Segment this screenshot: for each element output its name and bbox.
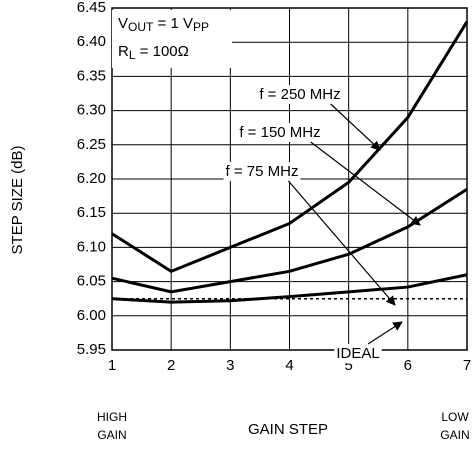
arrow bbox=[310, 141, 421, 226]
series-label: f = 75 MHz bbox=[226, 163, 299, 180]
series-label: f = 150 MHz bbox=[239, 124, 320, 141]
x-note: HIGH bbox=[97, 410, 127, 424]
series-line bbox=[111, 187, 468, 294]
y-axis-label: STEP SIZE (dB) bbox=[9, 146, 26, 255]
y-tick-label: 6.45 bbox=[77, 0, 106, 16]
condition: VOUT = 1 VPP bbox=[118, 15, 209, 34]
x-note: GAIN bbox=[440, 428, 469, 442]
y-tick-label: 6.25 bbox=[77, 136, 106, 153]
plot-frame bbox=[111, 7, 468, 351]
arrow bbox=[367, 321, 403, 345]
label-bg bbox=[257, 84, 343, 104]
arrow bbox=[330, 103, 381, 151]
condition-box bbox=[112, 10, 232, 68]
x-tick-label: 6 bbox=[404, 357, 412, 374]
y-tick-label: 6.20 bbox=[77, 170, 106, 187]
x-tick-label: 4 bbox=[285, 357, 293, 374]
series-label: f = 250 MHz bbox=[259, 86, 340, 103]
x-tick-label: 7 bbox=[463, 357, 471, 374]
x-tick-label: 5 bbox=[344, 357, 352, 374]
series-line bbox=[111, 273, 468, 304]
y-tick-label: 5.95 bbox=[77, 341, 106, 358]
x-axis-label: GAIN STEP bbox=[248, 421, 328, 438]
x-note: GAIN bbox=[97, 428, 126, 442]
y-tick-label: 6.15 bbox=[77, 204, 106, 221]
label-bg bbox=[223, 161, 301, 181]
y-tick-label: 6.10 bbox=[77, 238, 106, 255]
x-tick-label: 1 bbox=[108, 357, 116, 374]
series-label: IDEAL bbox=[336, 345, 379, 362]
y-tick-label: 6.35 bbox=[77, 67, 106, 84]
y-tick-label: 6.30 bbox=[77, 102, 106, 119]
arrow bbox=[288, 180, 396, 306]
label-bg bbox=[237, 122, 323, 142]
x-tick-label: 3 bbox=[226, 357, 234, 374]
y-tick-label: 6.05 bbox=[77, 273, 106, 290]
y-tick-label: 6.40 bbox=[77, 33, 106, 50]
y-tick-label: 6.00 bbox=[77, 307, 106, 324]
condition: RL = 100Ω bbox=[118, 43, 189, 62]
label-bg bbox=[334, 343, 382, 363]
x-note: LOW bbox=[441, 410, 469, 424]
series-line bbox=[111, 20, 469, 274]
x-tick-label: 2 bbox=[167, 357, 175, 374]
